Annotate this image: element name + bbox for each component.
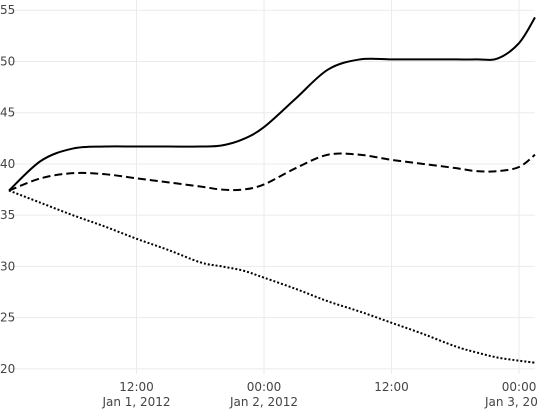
x-tick-label: 12:00 <box>119 380 154 394</box>
x-tick-date-label: Jan 1, 2012 <box>101 395 170 409</box>
y-tick-label: 40 <box>0 157 15 171</box>
y-axis: 20 25 30 35 40 45 50 55 <box>0 3 15 376</box>
y-tick-label: 50 <box>0 54 15 68</box>
x-tick-label: 00:00 <box>502 380 537 394</box>
y-tick-label: 25 <box>0 311 15 325</box>
series-lines <box>8 16 536 364</box>
y-tick-label: 45 <box>0 106 15 120</box>
y-tick-label: 30 <box>0 259 15 273</box>
series-line-solid <box>8 16 536 192</box>
grid <box>9 0 535 374</box>
y-tick-label: 55 <box>0 3 15 17</box>
x-tick-label: 12:00 <box>374 380 409 394</box>
series-line-dashed <box>8 152 536 192</box>
x-tick-date-label: Jan 2, 2012 <box>229 395 298 409</box>
y-tick-label: 20 <box>0 362 15 376</box>
x-tick-label: 00:00 <box>247 380 282 394</box>
x-tick-date-label: Jan 3, 2012 <box>484 395 539 409</box>
series-line-dotted <box>8 189 536 364</box>
y-tick-label: 35 <box>0 208 15 222</box>
